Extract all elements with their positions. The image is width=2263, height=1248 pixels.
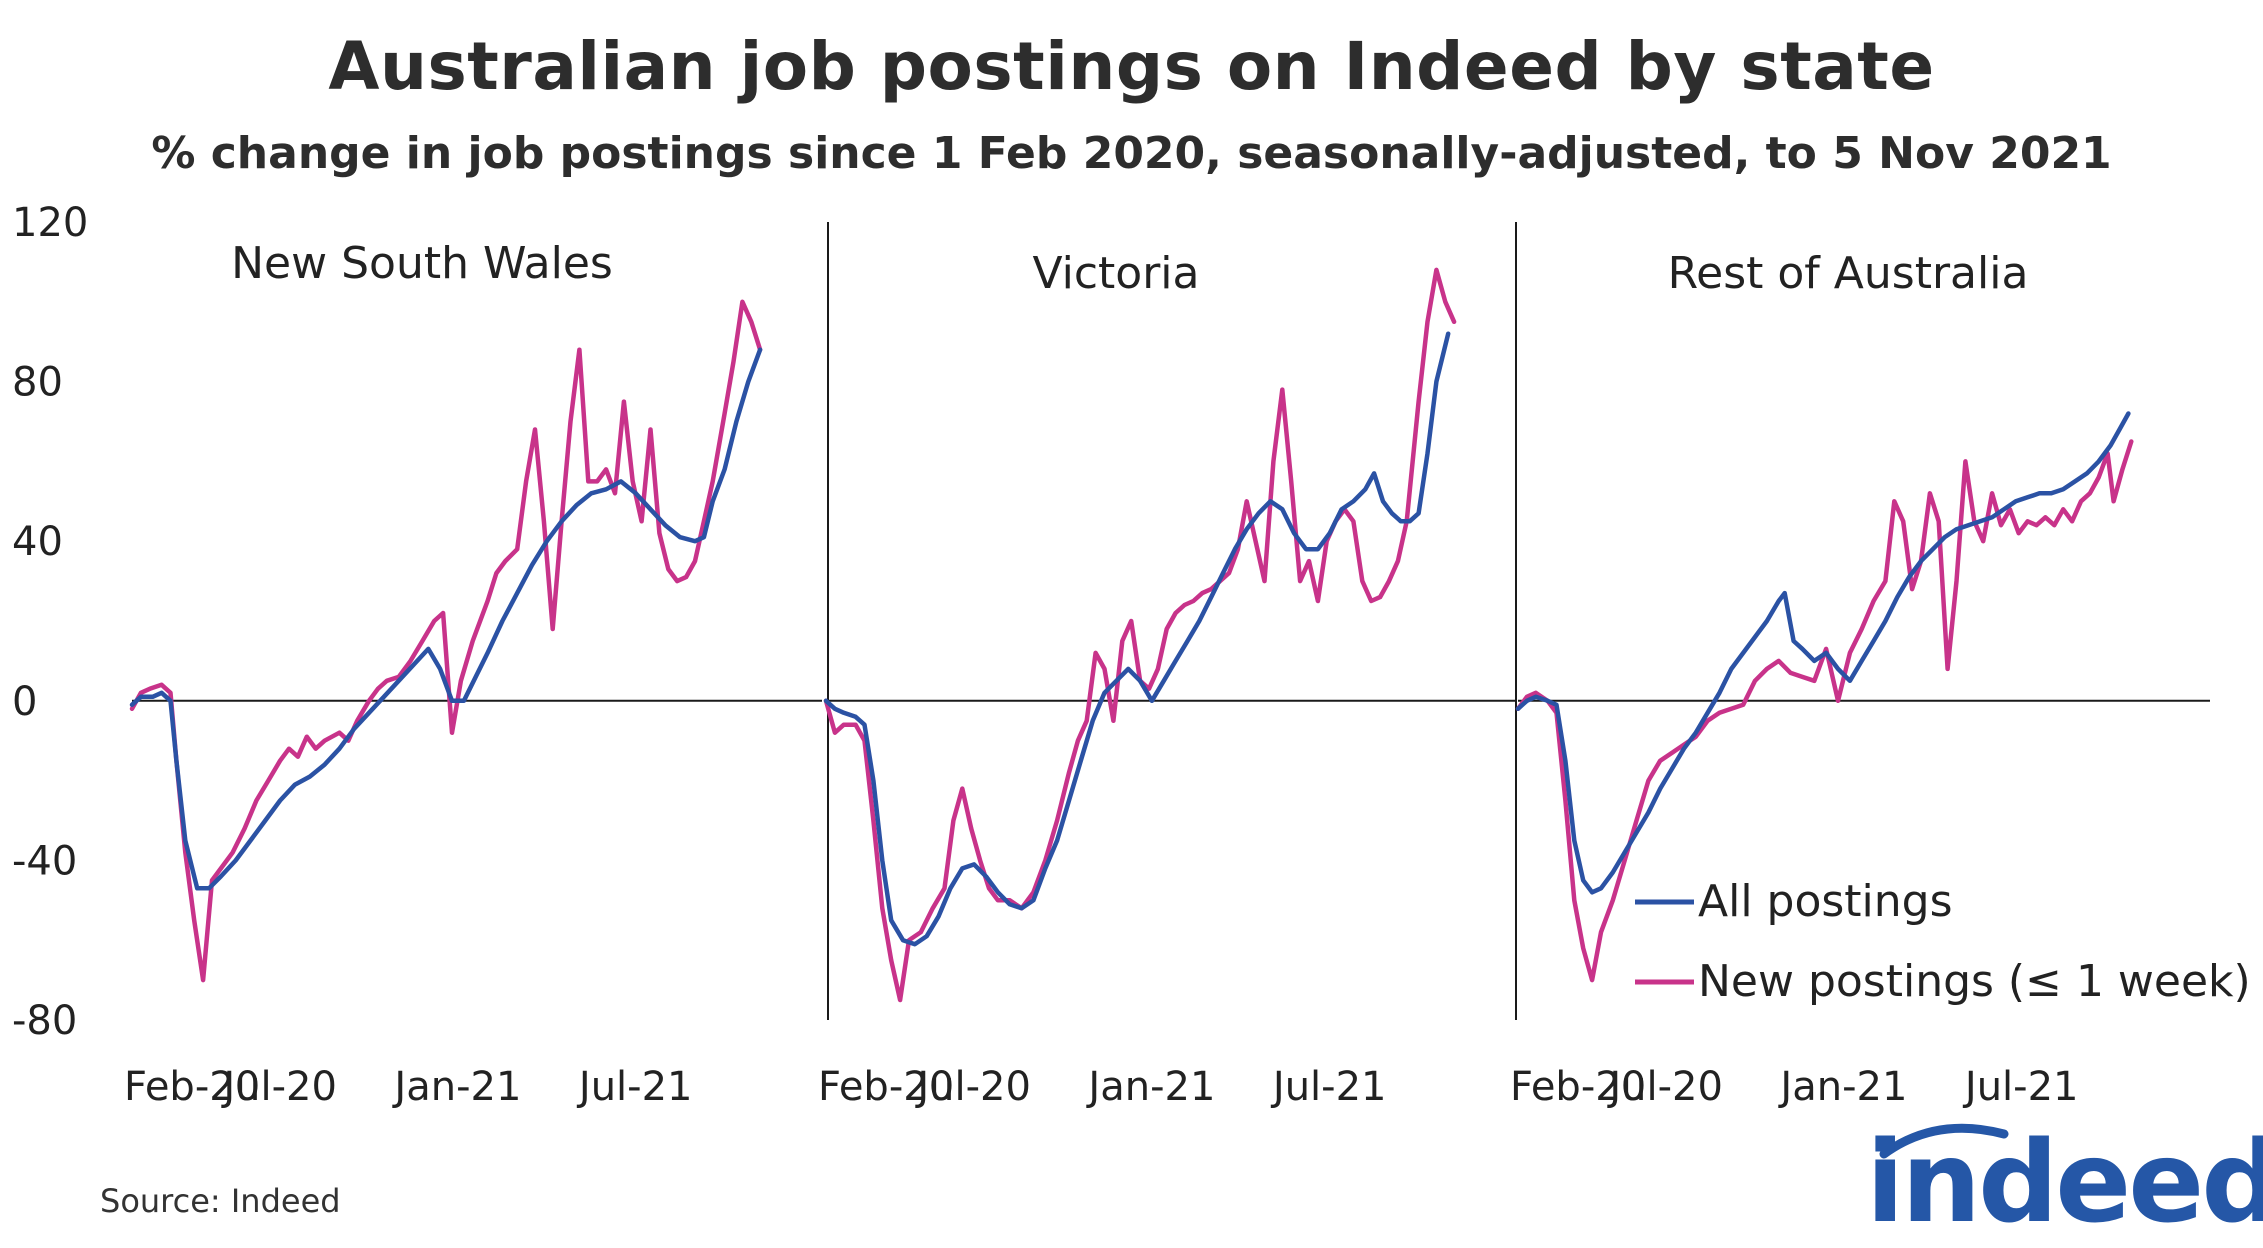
series-line-new-postings xyxy=(1515,439,2134,983)
legend-label-new-postings: New postings (≤ 1 week) xyxy=(1698,956,2251,1007)
y-tick-label: -40 xyxy=(12,838,77,884)
x-tick-label: Jul-20 xyxy=(220,1064,337,1110)
panel-label: New South Wales xyxy=(231,238,613,289)
legend-label-all-postings: All postings xyxy=(1698,876,1953,927)
series-line-all-postings xyxy=(1515,411,2131,895)
y-tick-label: 0 xyxy=(12,679,37,725)
x-tick-label: Jan-21 xyxy=(1085,1064,1215,1110)
y-tick-label: -80 xyxy=(12,998,77,1044)
panel-label: Victoria xyxy=(1033,248,1200,299)
indeed-logo-arc xyxy=(1879,1123,2009,1159)
x-tick-label: Feb-20 xyxy=(124,1064,260,1110)
x-tick-label: Jul-21 xyxy=(576,1064,693,1110)
chart-subtitle: % change in job postings since 1 Feb 202… xyxy=(151,128,2112,179)
series-line-all-postings xyxy=(823,331,1451,947)
x-tick-label: Feb-20 xyxy=(1510,1064,1646,1110)
y-tick-label: 120 xyxy=(12,200,88,246)
y-tick-label: 80 xyxy=(12,360,63,406)
indeed-logo: indeed xyxy=(1866,1118,2263,1248)
x-tick-label: Jul-21 xyxy=(1270,1064,1387,1110)
series-line-new-postings xyxy=(129,299,763,983)
chart-title: Australian job postings on Indeed by sta… xyxy=(328,28,1935,105)
x-tick-label: Jan-21 xyxy=(1777,1064,1907,1110)
series-line-new-postings xyxy=(823,267,1457,1003)
source-note: Source: Indeed xyxy=(100,1182,341,1220)
x-tick-label: Jul-21 xyxy=(1962,1064,2079,1110)
series-line-all-postings xyxy=(129,347,763,891)
panel-label: Rest of Australia xyxy=(1668,248,2029,299)
x-tick-label: Jan-21 xyxy=(391,1064,521,1110)
x-tick-label: Jul-20 xyxy=(1606,1064,1723,1110)
x-tick-label: Feb-20 xyxy=(818,1064,954,1110)
x-tick-label: Jul-20 xyxy=(914,1064,1031,1110)
y-tick-label: 40 xyxy=(12,519,63,565)
